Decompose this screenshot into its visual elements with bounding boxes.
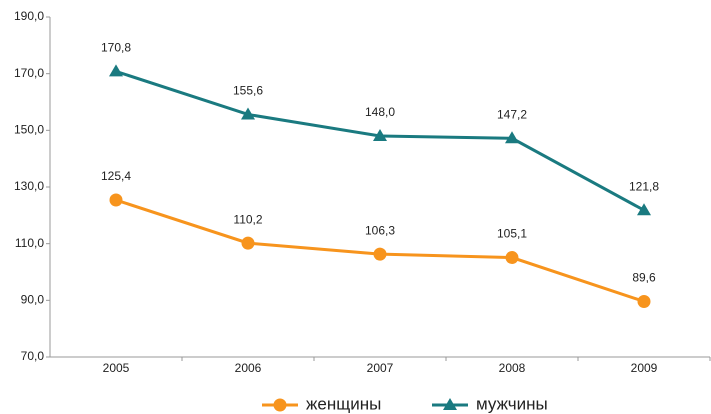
y-tick-label: 130,0 — [14, 179, 44, 193]
marker — [273, 398, 287, 412]
marker — [637, 203, 651, 216]
data-label: 155,6 — [233, 84, 263, 98]
marker — [241, 107, 255, 120]
marker — [637, 294, 651, 308]
data-label: 105,1 — [497, 227, 527, 241]
y-tick-label: 70,0 — [21, 349, 45, 363]
y-tick-label: 90,0 — [21, 293, 45, 307]
y-tick-label: 110,0 — [15, 236, 44, 250]
marker — [443, 398, 457, 410]
data-label: 170,8 — [101, 41, 131, 55]
x-tick-label: 2007 — [367, 361, 394, 375]
data-label: 147,2 — [497, 107, 527, 121]
marker — [241, 236, 255, 250]
legend-label: женщины — [306, 394, 381, 413]
marker — [109, 193, 123, 207]
marker — [505, 131, 519, 144]
data-label: 148,0 — [365, 105, 395, 119]
marker — [373, 129, 387, 141]
y-tick-label: 170,0 — [14, 66, 44, 80]
data-label: 125,4 — [101, 169, 131, 183]
data-label: 110,2 — [233, 212, 262, 226]
data-label: 121,8 — [629, 179, 659, 193]
marker — [109, 64, 123, 77]
legend-label: мужчины — [476, 394, 548, 413]
y-tick-label: 190,0 — [14, 9, 44, 23]
marker — [505, 251, 519, 265]
x-tick-label: 2009 — [631, 361, 658, 375]
x-tick-label: 2008 — [499, 361, 526, 375]
data-label: 106,3 — [365, 223, 395, 237]
y-tick-label: 150,0 — [14, 123, 44, 137]
x-tick-label: 2006 — [235, 361, 262, 375]
x-tick-label: 2005 — [103, 361, 130, 375]
data-label: 89,6 — [632, 271, 656, 285]
marker — [373, 247, 387, 261]
